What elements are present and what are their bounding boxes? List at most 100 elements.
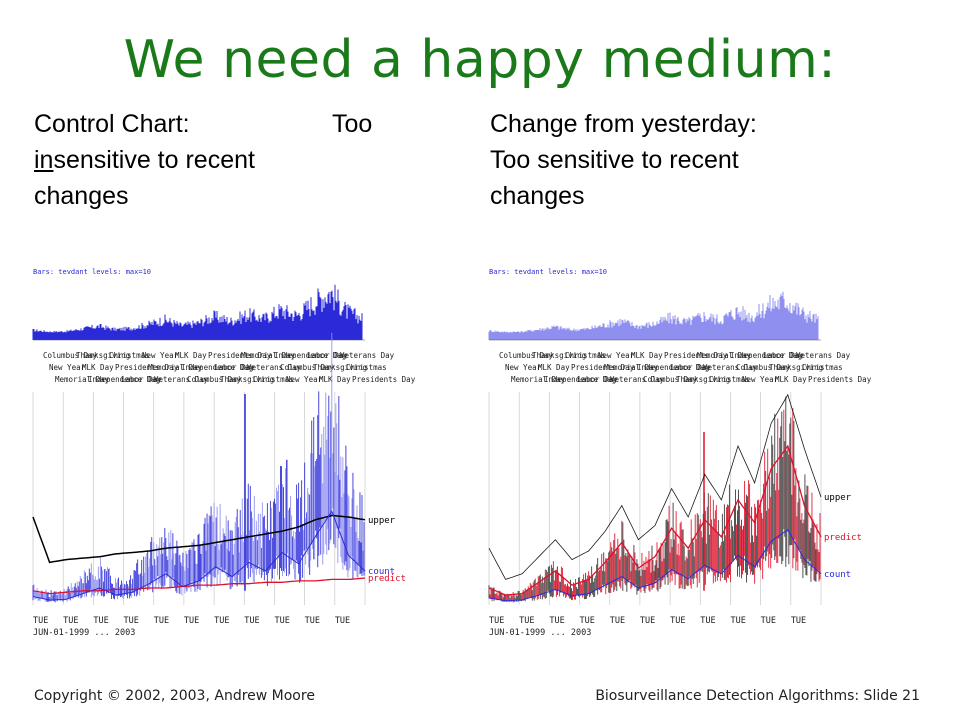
x-tick-label: TUE	[124, 616, 139, 626]
x-tick-label: TUE	[489, 616, 504, 626]
holiday-label: Labor Day	[307, 351, 348, 360]
control-chart-plot: Bars: tevdant levels: max=10 Columbus Day…	[32, 268, 416, 638]
left-caption-line3: changes	[34, 182, 129, 210]
holiday-label: New Year	[742, 375, 779, 384]
holiday-label: Memorial Day	[697, 351, 752, 360]
holiday-label: Veterans Day	[154, 375, 209, 384]
holiday-label: Memorial Day	[148, 363, 203, 372]
footer-copyright: Copyright © 2002, 2003, Andrew Moore	[34, 688, 315, 704]
x-tick-label: TUE	[519, 616, 534, 626]
slide-title: We need a happy medium:	[123, 30, 837, 90]
holiday-label: Thanksgiving	[676, 375, 730, 384]
holiday-label: Columbus Day	[643, 375, 698, 384]
holiday-label: Columbus Day	[736, 363, 791, 372]
holiday-label: Labor Day	[670, 363, 711, 372]
holiday-label: MLK Day	[82, 363, 114, 372]
x-ticks: TUE TUE TUE TUE TUE TUE TUE TUE TUE TUE TUE	[489, 616, 806, 626]
x-tick-label: TUE	[274, 616, 289, 626]
holiday-label: Christmas	[109, 351, 150, 360]
count-label: count	[824, 570, 851, 580]
holiday-label: Christmas	[565, 351, 606, 360]
top-bars-label: Bars: tevdant levels: max=10	[489, 268, 607, 276]
holiday-label: Presidents Day	[664, 351, 728, 360]
holiday-label: Labor Day	[121, 375, 162, 384]
holiday-label: Labor Day	[763, 351, 804, 360]
holiday-label: Independence Day	[730, 351, 803, 360]
holiday-label: MLK Day	[631, 351, 663, 360]
top-bar-strip	[488, 291, 819, 340]
x-tick-label: TUE	[154, 616, 169, 626]
holiday-label: New Year	[286, 375, 323, 384]
left-caption-line1: Control Chart:	[34, 110, 190, 138]
x-tick-label: TUE	[63, 616, 78, 626]
holiday-label: Thanksgiving	[220, 375, 274, 384]
holiday-label: New Year	[142, 351, 179, 360]
holiday-label: Presidents Day	[352, 375, 416, 384]
x-range-label: JUN-01-1999 ... 2003	[489, 628, 591, 638]
left-caption-underlined: in	[34, 146, 54, 174]
x-tick-label: TUE	[33, 616, 48, 626]
holiday-label: Independence Day	[544, 375, 617, 384]
x-tick-label: TUE	[93, 616, 108, 626]
holiday-labels: Columbus Day New Year Memorial Day Thanksgi…	[43, 351, 416, 384]
holiday-label: Veterans Day	[247, 363, 302, 372]
holiday-label: Veterans Day	[796, 351, 851, 360]
x-tick-label: TUE	[791, 616, 806, 626]
holiday-label: Memorial Day	[55, 375, 110, 384]
x-tick-label: TUE	[244, 616, 259, 626]
holiday-label: Independence Day	[274, 351, 347, 360]
holiday-label: Memorial Day	[604, 363, 659, 372]
holiday-label: Columbus Day	[43, 351, 98, 360]
left-caption-line2: insensitive to recent	[34, 142, 394, 178]
x-tick-label: TUE	[640, 616, 655, 626]
holiday-label: Memorial Day	[511, 375, 566, 384]
holiday-label: Columbus Day	[187, 375, 242, 384]
predict-line	[32, 577, 366, 595]
upper-line	[488, 393, 822, 580]
count-label: count	[368, 567, 395, 577]
holiday-label: Independence Day	[181, 363, 254, 372]
holiday-label: Thanksgiving	[769, 363, 823, 372]
holiday-label: Veterans Day	[340, 351, 395, 360]
x-tick-label: TUE	[580, 616, 595, 626]
right-caption-line1: Change from yesterday:	[490, 110, 757, 138]
predict-label: predict	[824, 533, 862, 543]
x-tick-label: TUE	[670, 616, 685, 626]
holiday-label: Presidents Day	[571, 363, 635, 372]
left-caption-line2-rest: sensitive to recent	[53, 146, 255, 174]
x-tick-label: TUE	[549, 616, 564, 626]
count-line	[32, 510, 366, 601]
top-bars-label: Bars: tevdant levels: max=10	[33, 268, 151, 276]
holiday-label: Presidents Day	[115, 363, 179, 372]
holiday-label: Presidents Day	[208, 351, 272, 360]
predict-label: predict	[368, 574, 406, 584]
holiday-label: Memorial Day	[241, 351, 296, 360]
holiday-label: Columbus Day	[499, 351, 554, 360]
holiday-label: MLK Day	[319, 375, 351, 384]
change-from-yesterday-plot: Bars: tevdant levels: max=10 Columbus Day…	[488, 268, 872, 638]
holiday-label: New Year	[49, 363, 86, 372]
upper-line	[32, 514, 366, 564]
footer-slide-info: Biosurveillance Detection Algorithms: Sl…	[595, 688, 920, 704]
holiday-label: MLK Day	[175, 351, 207, 360]
holiday-label: Veterans Day	[610, 375, 665, 384]
left-caption-too: Too	[332, 110, 373, 138]
x-tick-label: TUE	[700, 616, 715, 626]
count-line	[488, 528, 822, 602]
gridlines	[488, 392, 822, 605]
count-bars	[32, 332, 365, 603]
left-caption: Control Chart: Too insensitive to recent…	[34, 106, 394, 214]
x-tick-label: TUE	[761, 616, 776, 626]
holiday-label: New Year	[598, 351, 635, 360]
holiday-label: Independence Day	[88, 375, 161, 384]
holiday-label: Columbus Day	[280, 363, 335, 372]
x-tick-label: TUE	[184, 616, 199, 626]
x-tick-label: TUE	[214, 616, 229, 626]
upper-label: upper	[824, 493, 852, 503]
holiday-labels: Columbus Day New Year Memorial Day Thanksgi…	[499, 351, 872, 384]
holiday-label: Christmas	[346, 363, 387, 372]
holiday-label: Labor Day	[214, 363, 255, 372]
x-range-label: JUN-01-1999 ... 2003	[33, 628, 135, 638]
x-tick-label: TUE	[610, 616, 625, 626]
right-caption-line3: changes	[490, 182, 585, 210]
